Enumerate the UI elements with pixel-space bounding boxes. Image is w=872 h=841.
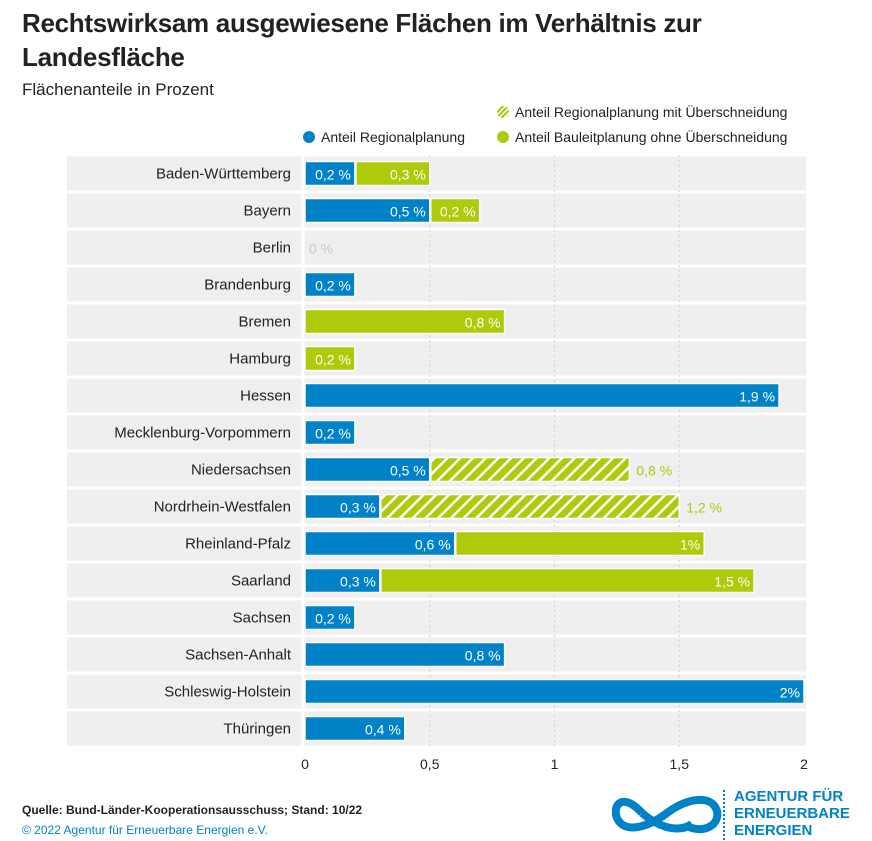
category-label: Nordrhein-Westfalen	[154, 499, 291, 516]
data-label: 0,2 %	[440, 204, 476, 220]
legend-item-bauleit: Anteil Bauleitplanung ohne Überschneidun…	[497, 129, 787, 145]
legend-item-overlap: Anteil Regionalplanung mit Überschneidun…	[497, 104, 787, 120]
logo-line: ENERGIEN	[734, 822, 813, 839]
category-label: Mecklenburg-Vorpommern	[114, 425, 291, 442]
bar-segment	[304, 197, 431, 224]
data-label: 0,8 %	[465, 648, 501, 664]
bar-segment	[304, 308, 506, 335]
bar-segment	[304, 456, 431, 483]
copyright: © 2022 Agentur für Erneuerbare Energien …	[22, 823, 268, 837]
data-label: 0,6 %	[415, 537, 451, 553]
data-label: 0,2 %	[315, 611, 351, 627]
category-label: Brandenburg	[204, 277, 291, 294]
logo-line: ERNEUERBARE	[734, 805, 850, 822]
bar-segment	[304, 567, 381, 594]
bar-segment	[304, 641, 506, 668]
category-label: Schleswig-Holstein	[164, 684, 291, 701]
bar-segment	[304, 271, 356, 298]
data-label: 0,5 %	[390, 463, 426, 479]
legend-blue-swatch	[303, 131, 315, 143]
category-label: Hamburg	[229, 351, 291, 368]
category-label: Thüringen	[223, 721, 291, 738]
bar-chart: 0 0,5 1 1,5 2 Baden-Württemberg 0,2 % 0,3 % Baye…	[67, 153, 808, 772]
data-label: 0,2 %	[315, 352, 351, 368]
data-label: 0,2 %	[315, 278, 351, 294]
bar-segment	[304, 493, 381, 520]
bar-segment	[304, 715, 406, 742]
source-note: Quelle: Bund-Länder-Kooperationsausschus…	[22, 803, 363, 817]
chart-subtitle: Flächenanteile in Prozent	[22, 80, 214, 99]
chart-title: Rechtswirksam ausgewiesene Flächen im Ve…	[22, 8, 702, 72]
bar-segment	[304, 530, 456, 557]
category-label: Bayern	[243, 203, 291, 220]
data-label: 0,4 %	[365, 722, 401, 738]
logo-text: AGENTUR FÜR ERNEUERBARE ENERGIEN	[734, 788, 850, 839]
data-label: 1,9 %	[739, 389, 775, 405]
category-label: Sachsen-Anhalt	[185, 647, 292, 664]
data-label: 0,3 %	[340, 500, 376, 516]
infinity-logo-icon	[612, 790, 725, 840]
bar-segment	[304, 160, 356, 187]
category-label: Saarland	[231, 573, 291, 590]
data-label: 1,2 %	[686, 500, 722, 516]
bar-segment	[304, 604, 356, 631]
x-tick-label: 1,5	[670, 756, 690, 772]
x-tick-label: 2	[800, 756, 808, 772]
data-label: 0,8 %	[636, 463, 672, 479]
bar-segment	[430, 456, 631, 483]
bar-segment	[380, 567, 755, 594]
legend-label: Anteil Bauleitplanung ohne Überschneidun…	[515, 129, 788, 145]
data-label: 1,5 %	[714, 574, 750, 590]
legend-hatched-swatch	[497, 106, 509, 118]
data-label: 0 %	[309, 241, 333, 257]
bar-segment	[304, 345, 356, 372]
legend-label: Anteil Regionalplanung mit Überschneidun…	[515, 104, 788, 120]
bar-segment	[304, 678, 805, 705]
legend-label: Anteil Regionalplanung	[321, 129, 465, 145]
data-label: 0,5 %	[390, 204, 426, 220]
data-label: 0,3 %	[340, 574, 376, 590]
x-tick-label: 0,5	[420, 756, 440, 772]
data-label: 2%	[780, 685, 800, 701]
category-label: Hessen	[240, 388, 291, 405]
data-label: 0,8 %	[465, 315, 501, 331]
x-tick-label: 0	[301, 756, 309, 772]
logo-line: AGENTUR FÜR	[734, 788, 844, 805]
data-label: 0,2 %	[315, 426, 351, 442]
bar-segment	[380, 493, 680, 520]
category-label: Bremen	[238, 314, 291, 331]
legend-green-swatch	[497, 131, 509, 143]
category-label: Rheinland-Pfalz	[185, 536, 291, 553]
data-label: 0,2 %	[315, 167, 351, 183]
data-label: 0,3 %	[390, 167, 426, 183]
bar-segment	[454, 530, 705, 557]
legend-item-regional: Anteil Regionalplanung	[303, 129, 465, 145]
bar-segment	[355, 160, 431, 187]
category-label: Berlin	[253, 240, 291, 257]
data-label: 1%	[680, 537, 700, 553]
bar-segment	[430, 197, 481, 224]
bar-segment	[304, 419, 356, 446]
category-label: Niedersachsen	[191, 462, 291, 479]
x-tick-label: 1	[551, 756, 559, 772]
category-label: Baden-Württemberg	[156, 166, 291, 183]
bar-segment	[304, 382, 780, 409]
category-label: Sachsen	[233, 610, 291, 627]
